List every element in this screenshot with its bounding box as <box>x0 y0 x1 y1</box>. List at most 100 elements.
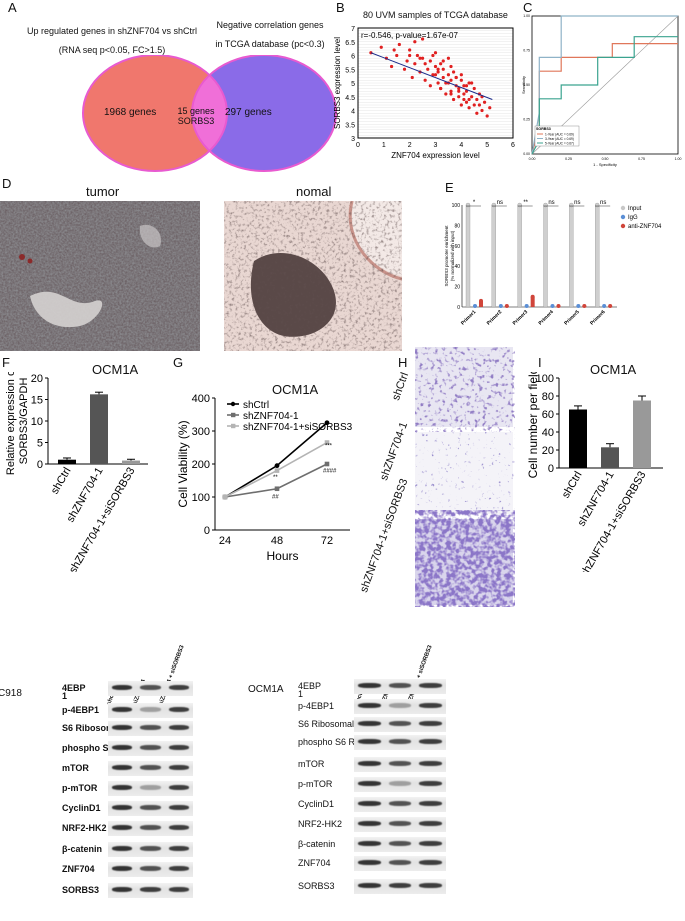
scatter-point <box>379 45 383 49</box>
qpcr-title: OCM1A <box>92 362 139 377</box>
protein-label: mTOR <box>62 763 89 773</box>
scatter-point <box>439 62 443 66</box>
x-tick-label: 0 <box>356 142 360 149</box>
legend-label: shCtrl <box>243 400 269 411</box>
protein-band <box>112 846 133 851</box>
protein-band <box>388 841 412 846</box>
scatter-point <box>402 67 407 71</box>
chip-point-anti-znf704 <box>479 298 483 303</box>
scatter-point <box>441 67 445 71</box>
scatter-point <box>389 64 394 69</box>
protein-band <box>358 683 381 688</box>
panel-label-b: B <box>336 0 345 15</box>
roc-legend-item: 1-Year (AUC = 0.69) <box>545 133 574 137</box>
scatter-point <box>433 64 438 69</box>
protein-band <box>388 801 412 806</box>
venn-right-set <box>192 55 336 171</box>
protein-band <box>419 860 442 865</box>
protein-label: ZNF704 <box>298 858 331 868</box>
protein-band <box>112 725 133 730</box>
y-axis-label-line1: Relative expression of <box>5 372 17 475</box>
x-tick-label: 0.00 <box>529 157 536 161</box>
viability-point <box>274 486 280 492</box>
significance-label: ns <box>574 200 580 206</box>
transwell-row-label-2: shZNF704-1 <box>378 420 411 483</box>
qpcr-chart: 05101520shCtrlshZNF704-1shZNF704-1+siSOR… <box>5 372 148 572</box>
y-tick-label: 5 <box>37 438 43 450</box>
protein-band <box>112 765 133 770</box>
y-tick-label: 0 <box>37 459 43 471</box>
x-tick-label: 2 <box>408 142 412 149</box>
protein-band <box>358 821 381 826</box>
x-tick-label: Primer4 <box>538 309 556 327</box>
scatter-point <box>464 100 469 104</box>
panel-label-e: E <box>445 180 454 195</box>
scatter-point <box>485 114 489 118</box>
protein-label: NRF2-HK2 <box>62 823 107 833</box>
venn-diagram <box>82 55 337 172</box>
x-tick-label: 0.75 <box>638 157 645 161</box>
chip-point-input <box>491 202 496 208</box>
chip-bar-input <box>543 204 548 308</box>
y-tick-label: 100 <box>452 203 461 209</box>
protein-band <box>358 801 381 806</box>
scatter-point <box>433 51 438 55</box>
significance-label: ** <box>523 200 528 206</box>
x-tick-label: Primer6 <box>589 309 607 327</box>
protein-band <box>358 781 381 786</box>
y-tick-label: 3.5 <box>345 122 355 129</box>
scatter-point <box>451 97 456 102</box>
protein-band <box>140 846 161 851</box>
y-tick-label: 60 <box>454 244 460 250</box>
scatter-point <box>480 108 484 113</box>
x-tick-label: 4 <box>459 142 463 149</box>
protein-band <box>388 761 412 766</box>
protein-band <box>140 685 161 690</box>
legend-marker <box>231 412 236 418</box>
scatter-point <box>420 56 425 60</box>
protein-band <box>140 707 161 712</box>
scatter-point <box>454 75 458 80</box>
protein-label: β-catenin <box>62 844 102 854</box>
scatter-point <box>428 59 432 63</box>
venn-right-count: 297 genes <box>225 107 272 118</box>
scatter-point <box>436 67 440 71</box>
y-tick-label: 5.5 <box>345 67 355 74</box>
chip-bar-input <box>465 204 471 308</box>
x-tick-label: 0.25 <box>565 157 572 161</box>
protein-band <box>112 866 133 871</box>
y-tick-label: 6 <box>351 54 355 61</box>
chip-point-igg <box>524 303 529 308</box>
significance-label: ** <box>273 475 278 481</box>
legend-label: shZNF704-1+siSORBS3 <box>243 422 353 433</box>
viability-point <box>274 468 280 473</box>
scatter-point <box>472 103 476 107</box>
protein-band <box>388 739 412 744</box>
panel-label-h: H <box>398 355 408 370</box>
protein-label: SORBS3 <box>298 881 335 891</box>
y-axis-label: Cell number per field <box>526 372 540 478</box>
roc-plot: 0.000.00 0.25 0.25 0.50 0.50 0.75 0.75 1.00 1.00… <box>521 14 681 167</box>
scatter-point <box>431 53 435 58</box>
protein-band <box>388 821 412 826</box>
scatter-point <box>415 53 420 58</box>
scatter-point <box>441 75 445 80</box>
y-axis-label: Sensitivity <box>521 76 526 94</box>
chip-point-igg <box>498 303 503 308</box>
roc-curve-3 <box>531 36 678 155</box>
scatter-point <box>472 86 476 91</box>
scatter-point <box>459 103 463 107</box>
migration-bar <box>569 409 587 468</box>
protein-label: p-mTOR <box>62 783 98 793</box>
protein-band <box>388 781 412 786</box>
scatter-point <box>477 103 482 107</box>
correlation-stat: r=-0.546, p-value=1.67e-07 <box>361 31 459 40</box>
y-tick-label: 20 <box>542 445 554 457</box>
y-axis-label: Cell Viability (%) <box>176 420 190 507</box>
venn-right-title-line1: Negative correlation genes <box>216 20 324 30</box>
chip-point-anti-znf704 <box>582 303 587 308</box>
y-tick-label: 100 <box>536 373 554 385</box>
lane-header-3: siZNF704 + siSORBS3 <box>158 644 186 706</box>
x-tick-label: Primer1 <box>460 309 478 327</box>
protein-band <box>140 825 161 830</box>
